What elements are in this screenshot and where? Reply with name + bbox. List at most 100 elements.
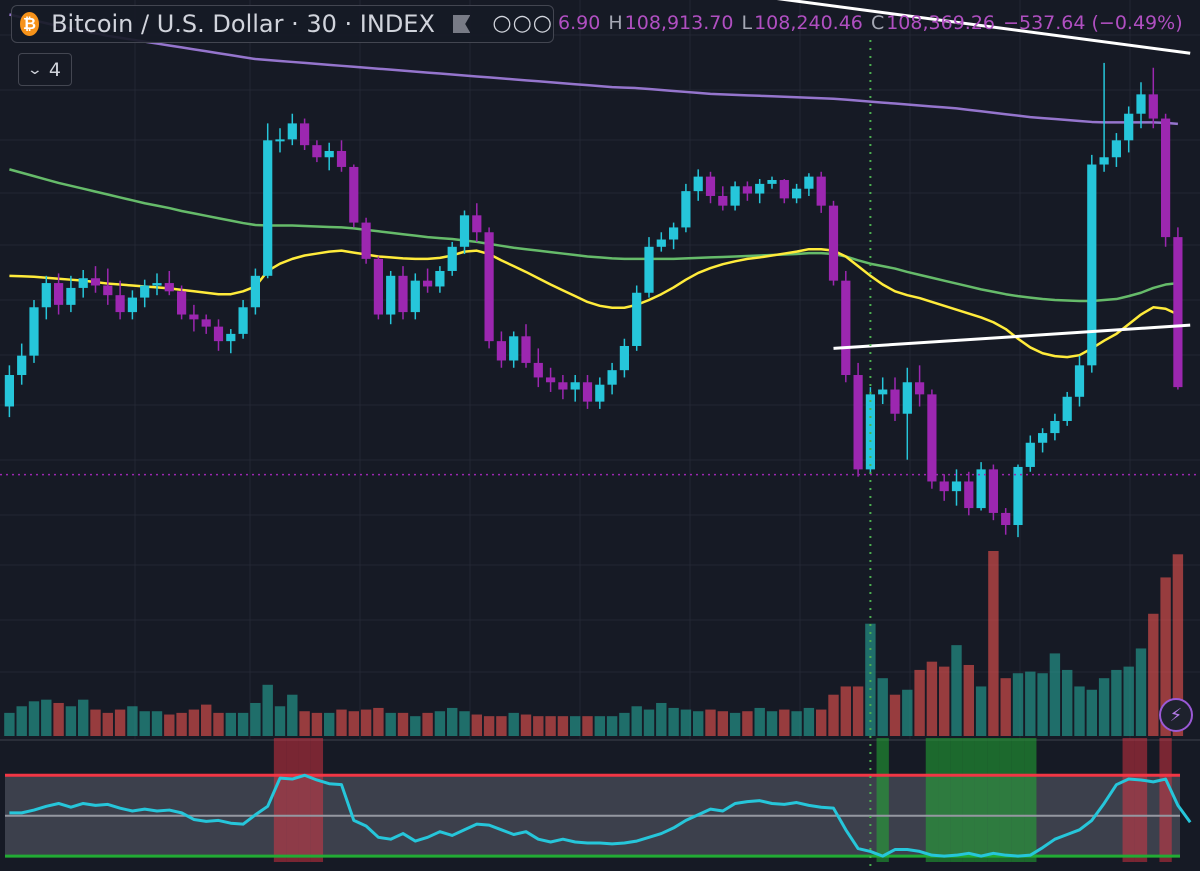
volume-bar: [816, 709, 827, 736]
candle-body: [410, 280, 420, 313]
volume-bar: [213, 712, 224, 736]
candle-body: [681, 191, 691, 228]
candle-body: [939, 481, 949, 492]
volume-bar: [828, 694, 839, 736]
volume-bar: [545, 716, 556, 736]
oversold-zone: [938, 738, 951, 862]
overbought-zone: [310, 738, 324, 862]
volume-bar: [754, 707, 765, 736]
candle-body: [1136, 94, 1146, 114]
moving-averages: [9, 13, 1179, 359]
volume-bar: [496, 716, 507, 736]
candle-body: [828, 205, 839, 281]
volume-bar: [311, 712, 323, 736]
candle-body: [140, 285, 150, 298]
candle-body: [1013, 466, 1023, 526]
candle-body: [54, 283, 64, 305]
volume-bar: [422, 712, 433, 736]
symbol-legend[interactable]: ₿ Bitcoin / U.S. Dollar · 30 · INDEX ○○○: [11, 5, 554, 43]
candle-body: [373, 258, 383, 315]
candle-body: [656, 239, 666, 247]
volume-bar: [791, 711, 802, 736]
volume-bar: [803, 707, 815, 736]
volume-bar: [262, 684, 273, 736]
candle-body: [779, 180, 789, 199]
candlestick-series: [4, 62, 1183, 538]
candle-body: [275, 139, 285, 142]
candle-body: [66, 287, 76, 305]
overbought-zone: [1122, 738, 1135, 862]
overbought-zone: [273, 738, 287, 862]
volume-bar: [41, 699, 52, 736]
more-options-icon[interactable]: ○○○: [492, 11, 553, 36]
candle-body: [841, 280, 851, 376]
volume-bar: [28, 701, 40, 736]
volume-bar: [151, 711, 163, 736]
volume-bar: [705, 709, 716, 736]
volume-bar: [766, 711, 778, 736]
volume-bar: [1135, 648, 1147, 736]
candle-body: [127, 297, 137, 313]
candle-body: [164, 283, 174, 292]
volume-bar: [287, 694, 298, 736]
volume-bar: [1062, 669, 1073, 736]
candle-body: [103, 285, 113, 296]
candle-body: [177, 291, 187, 315]
volume-bar: [1098, 678, 1110, 736]
close-value: 108,369.26: [886, 12, 996, 34]
candle-body: [398, 275, 408, 313]
candle-body: [41, 283, 51, 308]
volume-bar: [237, 712, 249, 736]
volume-bar: [1111, 669, 1122, 736]
oversold-zone: [962, 738, 975, 862]
volume-bar: [631, 706, 642, 736]
volume-bar: [533, 716, 544, 736]
candle-body: [718, 195, 728, 206]
volume-bar: [668, 707, 679, 736]
volume-bar: [16, 706, 27, 736]
candle-body: [570, 382, 580, 390]
candle-body: [496, 341, 506, 361]
volume-bar: [951, 645, 962, 736]
candle-body: [435, 270, 445, 287]
volume-bar: [1074, 686, 1085, 736]
candle-body: [1038, 433, 1048, 443]
flag-icon[interactable]: [452, 15, 471, 33]
volume-bar: [1160, 577, 1171, 736]
volume-bar: [656, 702, 667, 736]
volume-bar: [225, 712, 236, 736]
low-label: L: [741, 12, 753, 34]
volume-bar: [939, 666, 950, 736]
candle-body: [1099, 157, 1109, 165]
volume-bar: [570, 716, 581, 736]
oversold-zone: [999, 738, 1012, 862]
volume-bar: [1000, 678, 1011, 736]
candle-body: [742, 186, 752, 194]
candle-body: [152, 283, 162, 286]
indicators-toggle-button[interactable]: ⌄ 4: [18, 53, 72, 86]
candle-body: [533, 362, 543, 378]
ma-mid-line: [9, 168, 1179, 303]
oversold-zone: [1024, 738, 1037, 862]
symbol-title: Bitcoin / U.S. Dollar · 30 · INDEX: [51, 10, 435, 38]
candle-body: [324, 150, 334, 158]
candle-body: [472, 215, 482, 233]
lower-trendline: [833, 323, 1191, 350]
volume-bar: [594, 716, 605, 736]
candle-body: [263, 140, 273, 276]
lightning-icon[interactable]: ⚡: [1159, 698, 1193, 732]
volume-bar: [717, 711, 728, 736]
volume-bar: [963, 664, 974, 736]
volume-bar: [176, 712, 187, 736]
candle-body: [607, 370, 617, 385]
low-value: 108,240.46: [754, 12, 863, 34]
candle-body: [890, 389, 900, 414]
candle-body: [582, 382, 593, 402]
candle-body: [1173, 237, 1183, 388]
volume-bar: [520, 714, 532, 736]
candle-body: [287, 123, 297, 140]
candle-body: [595, 384, 605, 402]
volume-bar: [471, 714, 482, 736]
